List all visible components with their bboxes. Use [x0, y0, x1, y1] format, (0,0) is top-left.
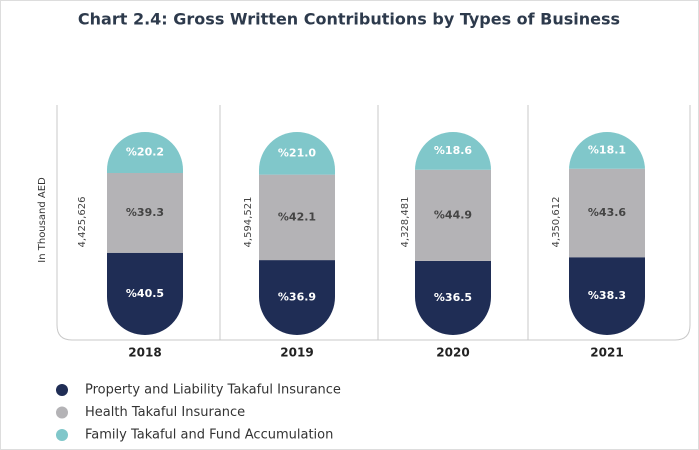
data-label: %44.9 [434, 208, 472, 221]
data-label: %43.6 [588, 206, 627, 219]
legend-marker [56, 406, 68, 419]
bar-segment [107, 173, 183, 253]
data-label: %42.1 [278, 210, 316, 223]
data-label: %40.5 [126, 287, 164, 300]
data-label: %38.3 [588, 289, 626, 302]
x-tick-label: 2018 [128, 346, 161, 360]
x-tick-label: 2019 [280, 346, 313, 360]
bar-segment [107, 252, 183, 335]
total-label: 4,328,481 [400, 197, 411, 248]
bar-segment [415, 169, 491, 261]
legend-marker [56, 429, 68, 441]
total-label: 4,425,626 [77, 197, 88, 248]
data-label: %18.1 [588, 143, 626, 156]
data-label: %18.6 [434, 144, 473, 157]
legend-label: Family Takaful and Fund Accumulation [85, 428, 333, 443]
data-label: %39.3 [126, 206, 164, 219]
y-axis-label: In Thousand AED [37, 177, 48, 263]
bar-segment [569, 168, 645, 258]
bar-segment [259, 260, 335, 335]
total-label: 4,350,612 [551, 197, 562, 248]
data-label: %21.0 [278, 146, 317, 159]
x-tick-label: 2020 [436, 346, 469, 360]
data-label: %36.9 [278, 291, 316, 304]
bar-segment [569, 257, 645, 335]
bar-stack [107, 132, 183, 335]
bar-segment [259, 174, 335, 261]
total-label: 4,594,521 [243, 197, 254, 248]
bar-stack [259, 132, 335, 335]
bar-segment [415, 260, 491, 335]
panel [56, 105, 691, 341]
legend-label: Health Takaful Insurance [85, 405, 245, 420]
legend-marker [56, 384, 68, 396]
x-tick-label: 2021 [590, 346, 623, 360]
bar-stack [569, 132, 645, 335]
legend-label: Property and Liability Takaful Insurance [85, 383, 341, 398]
chart-title: Chart 2.4: Gross Written Contributions b… [78, 10, 620, 29]
data-label: %36.5 [434, 291, 472, 304]
data-label: %20.2 [126, 146, 164, 159]
bar-stack [415, 132, 491, 335]
